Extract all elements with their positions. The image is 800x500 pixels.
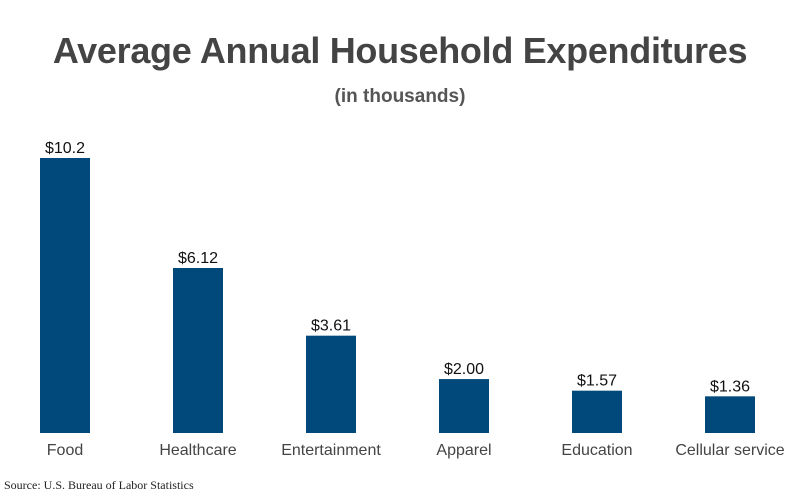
value-label: $3.61 [311, 318, 351, 335]
value-label: $2.00 [444, 361, 484, 378]
bar-education [572, 390, 622, 433]
category-label: Food [47, 442, 83, 459]
bar-healthcare [173, 268, 223, 433]
bar-cellular-service [705, 396, 755, 433]
value-label: $1.36 [710, 378, 750, 395]
bar-apparel [439, 379, 489, 433]
value-label: $6.12 [178, 250, 218, 267]
value-label: $1.57 [577, 373, 617, 390]
category-label: Apparel [436, 442, 491, 459]
category-label: Healthcare [159, 442, 236, 459]
chart-subtitle: (in thousands) [334, 86, 466, 107]
bar-food [40, 158, 90, 433]
source-note: Source: U.S. Bureau of Labor Statistics [4, 478, 194, 492]
category-label: Entertainment [281, 442, 381, 459]
bar-entertainment [306, 335, 356, 433]
category-label: Cellular service [675, 442, 784, 459]
value-label: $10.2 [45, 140, 85, 157]
category-label: Education [561, 442, 632, 459]
chart-title: Average Annual Household Expenditures [52, 30, 748, 71]
